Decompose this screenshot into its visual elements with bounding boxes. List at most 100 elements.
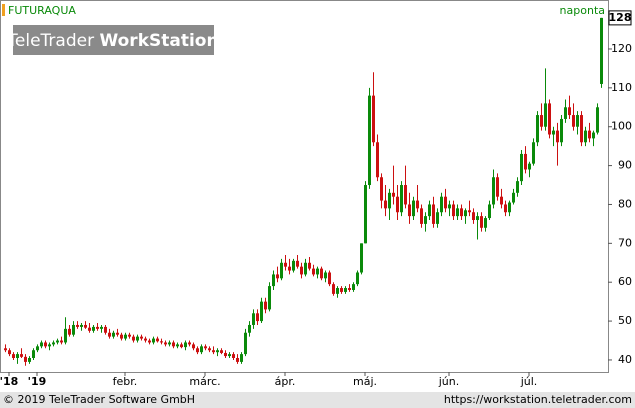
candle-body bbox=[572, 115, 575, 127]
y-tick-label: 80 bbox=[618, 197, 632, 210]
candle-body bbox=[564, 107, 567, 119]
candle-body bbox=[100, 326, 103, 329]
logo-brand: TeleTrader bbox=[6, 31, 94, 51]
candle-body bbox=[500, 196, 503, 205]
candle-body bbox=[224, 352, 227, 357]
candle-body bbox=[420, 208, 423, 224]
candle-body bbox=[88, 327, 91, 331]
candle-body bbox=[272, 274, 275, 287]
candle-body bbox=[556, 130, 559, 143]
candle-body bbox=[60, 340, 63, 343]
candle-body bbox=[332, 284, 335, 294]
candle-body bbox=[116, 332, 119, 335]
candle-body bbox=[516, 181, 519, 193]
candle-body bbox=[32, 350, 35, 359]
y-tick-label: 70 bbox=[618, 236, 632, 249]
candle-body bbox=[132, 336, 135, 341]
y-tick-label: 90 bbox=[618, 159, 632, 172]
candle-body bbox=[180, 344, 183, 348]
candle-body bbox=[80, 324, 83, 327]
candle-body bbox=[448, 204, 451, 209]
candle-body bbox=[368, 95, 371, 186]
candle-body bbox=[196, 348, 199, 353]
candle-body bbox=[264, 301, 267, 310]
candle-body bbox=[408, 204, 411, 217]
candle-body bbox=[244, 332, 247, 355]
copyright: © 2019 TeleTrader Software GmbH bbox=[3, 393, 195, 406]
candle-body bbox=[168, 342, 171, 345]
candle-body bbox=[540, 115, 543, 127]
x-tick-label: jún. bbox=[438, 375, 460, 388]
candle-body bbox=[348, 288, 351, 290]
candle-body bbox=[288, 266, 291, 271]
candle-body bbox=[584, 130, 587, 143]
candle-body bbox=[160, 341, 163, 343]
last-price-box bbox=[608, 10, 632, 26]
logo-product: WorkStation bbox=[99, 31, 218, 51]
candle-body bbox=[104, 326, 107, 333]
candle-body bbox=[456, 208, 459, 217]
candle-body bbox=[536, 115, 539, 143]
x-tick-label: márc. bbox=[189, 375, 220, 388]
candle-body bbox=[76, 324, 79, 327]
y-tick-label: 100 bbox=[611, 120, 632, 133]
x-tick-label: febr. bbox=[113, 375, 138, 388]
candle-body bbox=[4, 348, 7, 351]
candle-body bbox=[16, 354, 19, 359]
candle-body bbox=[212, 350, 215, 353]
candle-body bbox=[48, 344, 51, 347]
candle-body bbox=[468, 210, 471, 213]
candle-body bbox=[280, 262, 283, 279]
y-tick-label: 110 bbox=[611, 81, 632, 94]
candle-body bbox=[176, 344, 179, 347]
candle-body bbox=[520, 153, 523, 182]
candle-body bbox=[164, 342, 167, 345]
candle-body bbox=[496, 177, 499, 197]
candle-body bbox=[504, 204, 507, 213]
candle-body bbox=[464, 210, 467, 217]
candle-body bbox=[236, 358, 239, 362]
candle-body bbox=[380, 177, 383, 201]
candle-body bbox=[252, 313, 255, 325]
candle-body bbox=[384, 200, 387, 209]
candle-body bbox=[268, 286, 271, 310]
candle-body bbox=[148, 340, 151, 343]
candle-body bbox=[416, 200, 419, 209]
candle-body bbox=[256, 313, 259, 322]
candle-body bbox=[260, 301, 263, 322]
candle-body bbox=[552, 130, 555, 135]
candle-body bbox=[84, 324, 87, 328]
candle-body bbox=[308, 262, 311, 269]
candle-body bbox=[544, 103, 547, 127]
candle-body bbox=[488, 204, 491, 219]
y-tick-label: 60 bbox=[618, 275, 632, 288]
candle-body bbox=[336, 288, 339, 294]
candle-body bbox=[240, 354, 243, 362]
candle-body bbox=[320, 268, 323, 279]
candle-body bbox=[312, 268, 315, 275]
candle-body bbox=[172, 342, 175, 347]
candle-body bbox=[52, 342, 55, 345]
candle-body bbox=[372, 95, 375, 143]
candle-body bbox=[344, 288, 347, 292]
candle-body bbox=[192, 344, 195, 349]
candle-body bbox=[292, 260, 295, 271]
y-tick-label: 50 bbox=[618, 314, 632, 327]
y-tick-label: 120 bbox=[611, 42, 632, 55]
candle-body bbox=[96, 326, 99, 329]
candle-body bbox=[476, 216, 479, 221]
candle-body bbox=[588, 130, 591, 139]
candle-body bbox=[508, 202, 511, 213]
candle-body bbox=[232, 354, 235, 359]
candle-body bbox=[128, 334, 131, 337]
candle-body bbox=[576, 115, 579, 127]
candle-body bbox=[92, 326, 95, 331]
candle-body bbox=[388, 192, 391, 209]
candle-body bbox=[440, 196, 443, 213]
candle-body bbox=[560, 118, 563, 143]
candle-body bbox=[532, 142, 535, 164]
y-tick-label: 40 bbox=[618, 353, 632, 366]
candle-body bbox=[580, 115, 583, 143]
candle-body bbox=[56, 340, 59, 343]
